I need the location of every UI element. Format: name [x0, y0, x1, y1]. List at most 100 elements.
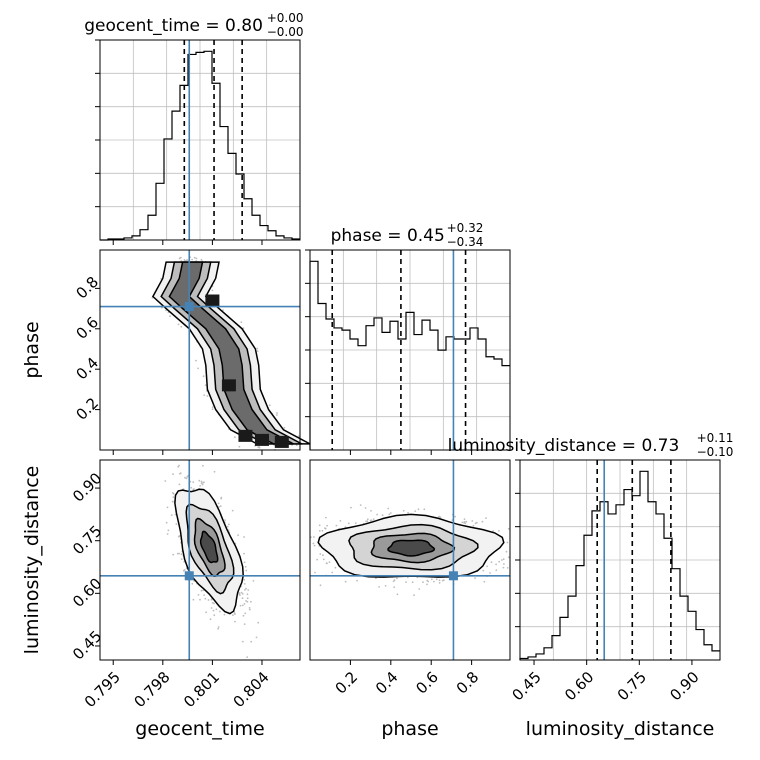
- sample-point: [472, 524, 475, 527]
- sample-point: [501, 559, 503, 561]
- sample-point: [192, 598, 195, 601]
- x-tick-label-phase-1: 0.4: [372, 668, 402, 698]
- sample-point: [217, 502, 220, 505]
- sample-point: [228, 523, 230, 526]
- contour-level-2-phase-geocent: [168, 261, 294, 445]
- sample-point: [465, 520, 468, 523]
- sample-point: [178, 472, 181, 475]
- sample-point: [376, 513, 378, 516]
- sample-point: [213, 614, 216, 617]
- sample-point: [234, 620, 236, 623]
- x-tick-label-phase-2: 0.6: [412, 668, 442, 698]
- sample-point: [387, 507, 390, 510]
- sample-point: [334, 566, 337, 569]
- sample-point: [207, 599, 210, 601]
- sample-point: [295, 444, 298, 447]
- title-lower-error-phase: −0.34: [447, 235, 484, 249]
- sample-point: [242, 327, 245, 330]
- sample-point: [426, 579, 429, 582]
- sample-point: [165, 521, 168, 524]
- sample-point: [461, 521, 464, 524]
- plot-data: [100, 40, 720, 660]
- sample-point: [190, 486, 193, 489]
- sample-point: [474, 577, 476, 579]
- sample-point: [176, 552, 179, 555]
- sample-point: [184, 259, 187, 262]
- sample-point: [389, 512, 392, 514]
- sample-point: [247, 589, 250, 591]
- sample-point: [232, 614, 234, 616]
- x-tick-label-luminosity_distance-0: 0.45: [508, 668, 544, 704]
- y-axis-label-luminosity_distance: luminosity_distance: [21, 466, 43, 655]
- sample-point: [204, 597, 207, 600]
- sample-point: [185, 259, 188, 262]
- sample-point: [243, 603, 246, 605]
- sample-point: [191, 258, 194, 261]
- sample-point: [180, 256, 182, 259]
- sample-point: [396, 593, 399, 596]
- sample-point: [354, 522, 357, 524]
- contour-level-3-lumdist-geocent: [199, 530, 219, 564]
- sample-point: [407, 511, 409, 514]
- sample-point: [213, 470, 216, 473]
- sample-point: [252, 580, 255, 582]
- sample-point: [177, 535, 180, 538]
- density-peak-cell: [205, 294, 220, 307]
- x-tick-label-luminosity_distance-3: 0.90: [666, 668, 702, 704]
- sample-point: [482, 569, 485, 572]
- sample-point: [339, 520, 342, 522]
- sample-point: [175, 523, 178, 525]
- sample-point: [243, 579, 246, 581]
- sample-point: [505, 550, 508, 553]
- sample-point: [463, 521, 466, 523]
- panel-frame-2_0: [99, 459, 301, 661]
- title-phase: phase = 0.45: [331, 226, 445, 246]
- sample-point: [193, 256, 196, 259]
- x-axis-label-luminosity_distance: luminosity_distance: [526, 718, 715, 740]
- sample-point: [316, 558, 318, 561]
- sample-point: [413, 594, 415, 597]
- sample-point: [238, 445, 241, 448]
- density-peak-cell: [254, 433, 269, 446]
- sample-point: [219, 505, 222, 508]
- density-peak-cell: [221, 379, 236, 392]
- sample-point: [246, 597, 249, 600]
- sample-point: [454, 515, 456, 518]
- sample-point: [191, 582, 194, 585]
- sample-point: [202, 375, 205, 378]
- sample-point: [393, 586, 396, 588]
- sample-point: [365, 520, 367, 523]
- sample-point: [314, 571, 316, 574]
- sample-point: [483, 580, 486, 583]
- x-tick-label-geocent_time-3: 0.804: [230, 668, 273, 711]
- sample-point: [246, 593, 249, 596]
- sample-point: [226, 525, 229, 528]
- sample-point: [246, 656, 249, 658]
- panel-frame-2_1: [309, 459, 511, 661]
- sample-point: [195, 257, 198, 260]
- sample-point: [164, 480, 167, 482]
- sample-point: [256, 350, 259, 352]
- x-tick-label-geocent_time-2: 0.801: [180, 668, 223, 711]
- sample-point: [471, 520, 474, 522]
- histogram-phase: [309, 260, 510, 450]
- sample-point: [171, 500, 174, 503]
- sample-point: [199, 598, 201, 601]
- sample-point: [239, 594, 241, 596]
- sample-point: [241, 640, 244, 643]
- sample-point: [243, 536, 246, 538]
- plot-frames: [95, 39, 721, 665]
- sample-point: [166, 533, 169, 535]
- sample-point: [203, 594, 206, 596]
- sample-point: [244, 612, 247, 615]
- sample-point: [215, 608, 218, 611]
- sample-point: [206, 395, 209, 397]
- sample-point: [422, 581, 424, 584]
- sample-point: [177, 323, 180, 326]
- sample-point: [205, 611, 208, 614]
- sample-point: [369, 519, 372, 522]
- density-peak-cell: [274, 435, 289, 448]
- sample-point: [250, 640, 253, 643]
- sample-point: [418, 588, 421, 590]
